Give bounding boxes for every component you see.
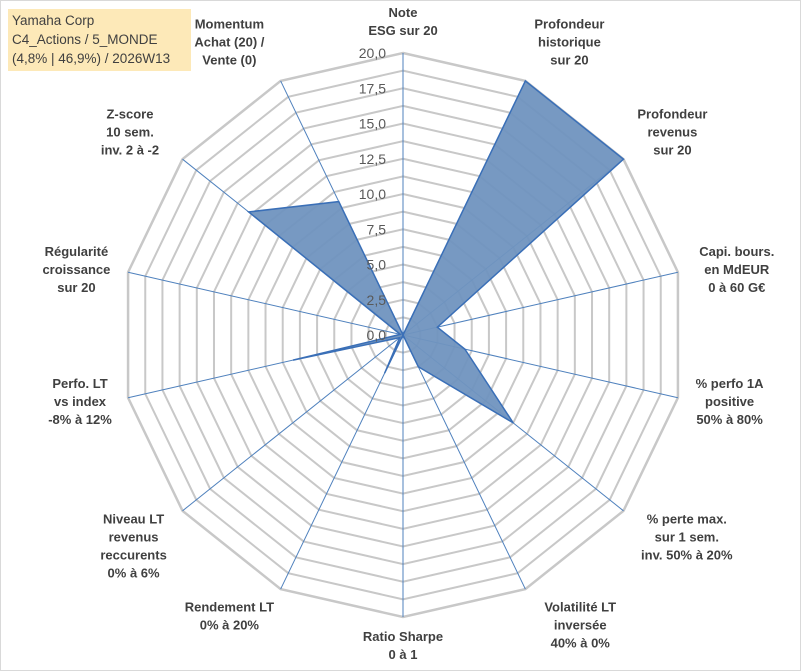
axis-label-line: Z-score: [106, 106, 153, 121]
tick-label: 10,0: [359, 186, 386, 202]
tick-label: 15,0: [359, 116, 386, 132]
axis-label-line: positive: [705, 394, 754, 409]
axis-label-line: Volatilité LT: [544, 600, 616, 615]
tick-label: 17,5: [359, 80, 386, 96]
axis-label-line: Profondeur: [534, 16, 604, 31]
tick-label: 2,5: [367, 292, 387, 308]
radar-spoke: [280, 334, 404, 590]
axis-label-line: Régularité: [45, 244, 109, 259]
radar-spoke: [402, 271, 679, 336]
axis-label-line: 0 à 1: [389, 647, 418, 662]
axis-label-line: Capi. bours.: [699, 244, 774, 259]
axis-label: Ratio Sharpe 0 à 1: [363, 629, 443, 662]
axis-label: Profondeur revenus sur 20: [637, 106, 707, 157]
axis-label: Rendement LT 0% à 20%: [185, 600, 274, 633]
chart-title-box: Yamaha Corp C4_Actions / 5_MONDE (4,8% |…: [8, 9, 191, 71]
axis-label-line: revenus: [109, 530, 159, 545]
axis-label-line: % perfo 1A: [696, 376, 765, 391]
axis-label-line: 0% à 6%: [108, 566, 160, 581]
axis-label-line: Rendement LT: [185, 600, 274, 615]
tick-label: 5,0: [367, 257, 387, 273]
axis-label-line: croissance: [42, 262, 110, 277]
axis-label: Volatilité LT inversée 40% à 0%: [544, 600, 616, 651]
axis-label-line: Ratio Sharpe: [363, 629, 443, 644]
series-area-yamaha-corp: [246, 79, 625, 424]
radar-spoke: [127, 271, 404, 336]
axis-label-line: inv. 50% à 20%: [641, 548, 733, 563]
axis-label-line: revenus: [647, 124, 697, 139]
axis-label: Perfo. LT vs index -8% à 12%: [48, 376, 112, 427]
axis-label-line: sur 20: [57, 280, 95, 295]
tick-label: 7,5: [367, 221, 387, 237]
axis-label: Capi. bours. en MdEUR 0 à 60 G€: [699, 244, 774, 295]
chart-title-period: (4,8% | 46,9%) / 2026W13: [12, 51, 171, 66]
axis-label-line: sur 20: [653, 142, 691, 157]
axis-label: % perfo 1A positive 50% à 80%: [696, 376, 765, 427]
axis-label-line: inv. 2 à -2: [101, 142, 159, 157]
tick-label: 0,0: [367, 327, 387, 343]
axis-label-line: Niveau LT: [103, 512, 164, 527]
axis-label-line: 0% à 20%: [200, 618, 260, 633]
axis-label-line: en MdEUR: [704, 262, 770, 277]
axis-label-line: reccurents: [100, 548, 166, 563]
axis-label-line: Achat (20) /: [194, 34, 264, 49]
axis-label-line: historique: [538, 34, 601, 49]
axis-label-line: vs index: [54, 394, 107, 409]
axis-label: Note ESG sur 20: [368, 5, 437, 38]
axis-label-line: % perte max.: [647, 512, 727, 527]
radar-tick-labels: 0,0 2,5 5,0 7,5 10,0 12,5 15,0 17,5 20,0: [359, 45, 386, 343]
axis-label: Z-score 10 sem. inv. 2 à -2: [101, 106, 159, 157]
radar-spoke: [402, 334, 526, 590]
chart-title-category: C4_Actions / 5_MONDE: [12, 32, 158, 47]
radar-series: [246, 79, 625, 424]
axis-label-line: Note: [389, 5, 418, 20]
axis-label-line: 50% à 80%: [696, 412, 763, 427]
chart-title-company: Yamaha Corp: [12, 13, 95, 28]
axis-label: Momentum Achat (20) / Vente (0): [194, 16, 264, 67]
axis-label: % perte max. sur 1 sem. inv. 50% à 20%: [641, 512, 733, 563]
axis-label-line: 0 à 60 G€: [708, 280, 765, 295]
tick-label: 12,5: [359, 151, 386, 167]
axis-label-line: 40% à 0%: [551, 636, 611, 651]
axis-label-line: Vente (0): [202, 52, 256, 67]
axis-label-line: 10 sem.: [106, 124, 154, 139]
axis-label: Niveau LT revenus reccurents 0% à 6%: [100, 512, 166, 581]
axis-label-line: Momentum: [195, 16, 264, 31]
axis-label-line: inversée: [554, 618, 607, 633]
radar-axis-labels: Note ESG sur 20 Profondeur historique sur 20…: [42, 5, 774, 662]
axis-label-line: ESG sur 20: [368, 23, 437, 38]
axis-label: Régularité croissance sur 20: [42, 244, 110, 295]
axis-label-line: Profondeur: [637, 106, 707, 121]
tick-label: 20,0: [359, 45, 386, 61]
axis-label-line: sur 1 sem.: [655, 530, 719, 545]
radar-spoke: [182, 334, 404, 512]
axis-label-line: sur 20: [550, 52, 588, 67]
axis-label-line: -8% à 12%: [48, 412, 112, 427]
axis-label-line: Perfo. LT: [52, 376, 107, 391]
axis-label: Profondeur historique sur 20: [534, 16, 604, 67]
